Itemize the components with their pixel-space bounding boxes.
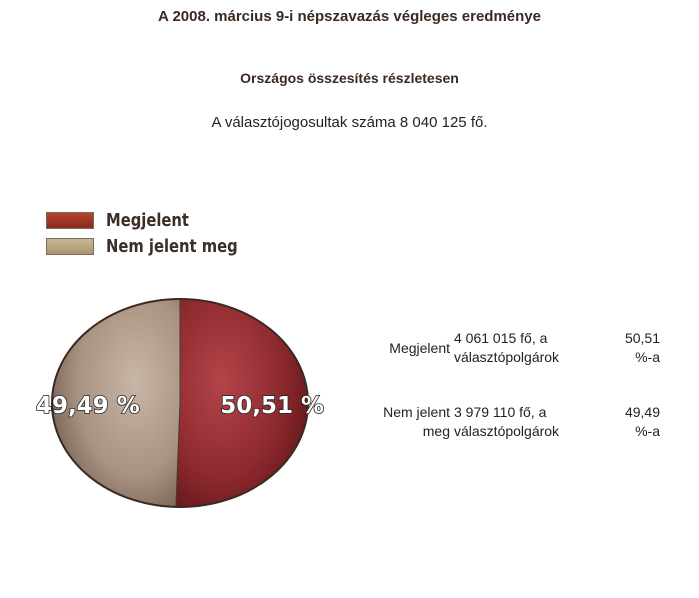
legend-label-nem-jelent-meg: Nem jelent meg (106, 235, 238, 257)
page-subtitle: Országos összesítés részletesen (240, 70, 459, 86)
chart-legend: Megjelent Nem jelent meg (46, 208, 267, 260)
pie-data-label: 50,51 % (220, 393, 324, 419)
results-table: Megjelent 4 061 015 fő, a választópolgár… (362, 312, 662, 459)
table-row: Nem jelent meg 3 979 110 fő, a választóp… (362, 384, 662, 459)
legend-swatch-nem-jelent-meg (46, 237, 94, 255)
result-percent: 50,51 %-a (624, 330, 660, 365)
table-row: Megjelent 4 061 015 fő, a választópolgár… (362, 312, 662, 384)
legend-item-megjelent: Megjelent (46, 208, 267, 232)
result-count: 4 061 015 fő, a választópolgárok (454, 330, 560, 365)
pie-chart: 50,51 % 49,49 % (35, 298, 325, 508)
pie-data-labels: 50,51 % 49,49 % (35, 392, 325, 420)
legend-label-megjelent: Megjelent (106, 209, 189, 231)
eligible-voters-text: A választójogosultak száma 8 040 125 fő. (211, 114, 488, 131)
pie-outline (51, 298, 309, 508)
result-category: Megjelent (389, 339, 450, 356)
pie-slices (51, 298, 309, 508)
page-title: A 2008. március 9-i népszavazás végleges… (158, 8, 541, 25)
result-percent: 49,49 %-a (624, 403, 660, 439)
result-category: Nem jelent meg (383, 403, 450, 439)
result-count: 3 979 110 fő, a választópolgárok (454, 403, 560, 439)
legend-swatch-megjelent (46, 211, 94, 229)
pie-data-label: 49,49 % (36, 393, 140, 419)
legend-item-nem-jelent-meg: Nem jelent meg (46, 234, 267, 258)
